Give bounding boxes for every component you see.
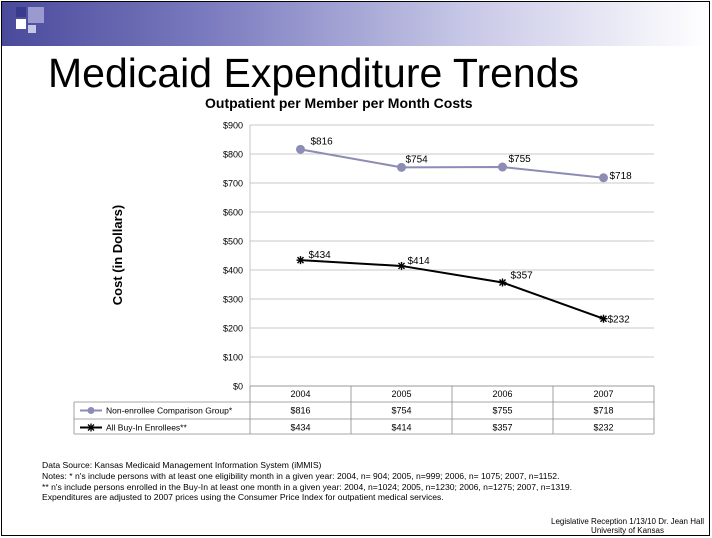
data-point — [498, 278, 507, 287]
table-cell: $816 — [290, 406, 310, 416]
y-tick-label: $800 — [223, 150, 243, 160]
y-tick-label: $300 — [223, 295, 243, 305]
chart-title: Outpatient per Member per Month Costs — [205, 95, 473, 111]
slide-title: Medicaid Expenditure Trends — [48, 50, 580, 96]
legend-marker — [87, 423, 95, 432]
data-label: $414 — [408, 256, 431, 267]
data-label: $434 — [309, 250, 332, 261]
accent-square-dark — [16, 7, 26, 17]
legend-label: Non-enrollee Comparison Group* — [106, 406, 233, 416]
y-tick-label: $500 — [223, 237, 243, 247]
y-axis-label: Cost (in Dollars) — [110, 205, 125, 305]
data-point — [397, 162, 406, 172]
table-cell: $754 — [391, 406, 411, 416]
series-line — [300, 259, 604, 320]
footer: Legislative Reception 1/13/10 Dr. Jean H… — [551, 517, 704, 535]
notes-block: Data Source: Kansas Medicaid Management … — [42, 460, 710, 503]
header-gradient-bar — [2, 2, 708, 46]
data-point — [397, 261, 406, 270]
legend-marker — [87, 407, 95, 414]
y-tick-label: $0 — [233, 382, 243, 392]
x-tick-label: 2004 — [290, 389, 310, 399]
table-cell: $434 — [290, 423, 310, 433]
footer-institution: University of Kansas — [591, 526, 664, 535]
note-price-adjustment: Expenditures are adjusted to 2007 prices… — [42, 492, 444, 503]
data-point — [296, 144, 305, 154]
data-point — [296, 256, 305, 265]
y-tick-label: $600 — [223, 208, 243, 218]
x-tick-label: 2005 — [391, 389, 411, 399]
y-tick-label: $700 — [223, 179, 243, 189]
table-cell: $414 — [391, 423, 411, 433]
note-data-source: Data Source: Kansas Medicaid Management … — [42, 460, 322, 470]
series-line — [300, 148, 604, 179]
y-tick-label: $400 — [223, 266, 243, 276]
footer-event: Legislative Reception 1/13/10 Dr. Jean H… — [551, 517, 704, 526]
accent-square-white — [16, 19, 26, 29]
data-label: $754 — [406, 154, 429, 165]
note-comparison-n: Notes: * n's include persons with at lea… — [42, 470, 560, 481]
accent-square-mid — [28, 25, 36, 33]
data-point — [599, 173, 608, 183]
data-label: $718 — [610, 171, 633, 182]
x-tick-label: 2006 — [492, 389, 512, 399]
x-tick-label: 2007 — [593, 389, 613, 399]
table-cell: $232 — [593, 423, 613, 433]
table-cell: $755 — [492, 406, 512, 416]
data-point — [599, 314, 608, 323]
y-tick-label: $100 — [223, 353, 243, 363]
data-label: $816 — [311, 136, 334, 147]
table-cell: $718 — [593, 406, 613, 416]
accent-square-light — [28, 7, 44, 23]
data-label: $357 — [511, 270, 534, 281]
y-tick-label: $900 — [223, 121, 243, 131]
data-point — [498, 162, 507, 172]
y-tick-label: $200 — [223, 324, 243, 334]
data-label: $232 — [608, 315, 631, 326]
table-cell: $357 — [492, 423, 512, 433]
legend-label: All Buy-In Enrollees** — [106, 423, 187, 433]
data-label: $755 — [509, 154, 532, 165]
note-buyin-n: ** n's include persons enrolled in the B… — [42, 481, 573, 492]
